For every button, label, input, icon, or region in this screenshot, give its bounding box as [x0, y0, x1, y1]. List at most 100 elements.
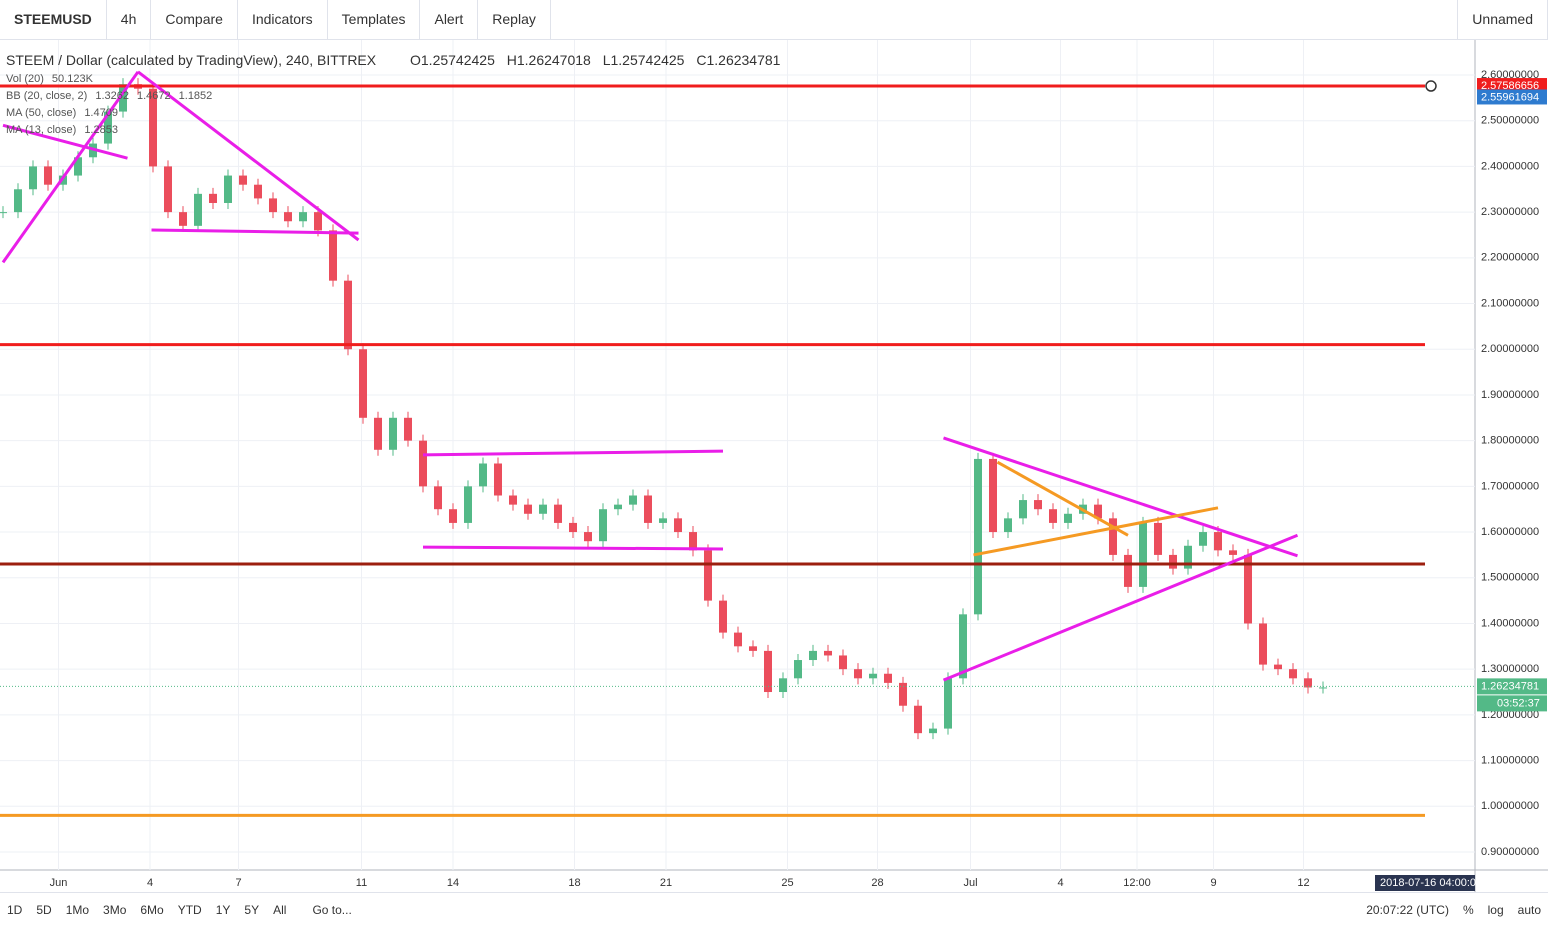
ohlc: C1.26234781 — [696, 52, 781, 68]
candle — [614, 504, 622, 510]
range[interactable]: 5D — [36, 903, 52, 917]
range[interactable]: 3Mo — [103, 903, 127, 917]
price-badge — [1477, 695, 1547, 712]
x-tick-label: 4 — [147, 877, 153, 889]
trend-line — [151, 228, 359, 235]
candle — [1274, 664, 1282, 670]
layout-name[interactable]: Unnamed — [1457, 0, 1548, 39]
candle — [659, 518, 667, 523]
range[interactable]: 1Mo — [65, 903, 90, 917]
study: Vol (20) 50.123K — [6, 73, 780, 85]
y-tick-label: 1.10000000 — [1481, 754, 1539, 766]
study: BB (20, close, 2) 1.3262 1.4672 1.1852 — [6, 90, 780, 102]
candle — [1064, 513, 1072, 523]
ohlc: O1.25742425 — [410, 52, 495, 68]
option[interactable]: % — [1462, 903, 1474, 917]
candle — [254, 184, 262, 199]
range[interactable]: 5Y — [244, 903, 260, 917]
tool[interactable]: Replay — [478, 0, 551, 39]
y-tick-label: 2.00000000 — [1481, 343, 1539, 355]
y-tick-label: 1.60000000 — [1481, 526, 1539, 538]
candle — [704, 550, 712, 601]
clock: 20:07:22 (UTC) — [1366, 903, 1449, 917]
level-label: 2.57586656 — [1481, 80, 1539, 92]
candle — [824, 650, 832, 656]
candle — [1094, 504, 1102, 519]
x-tick-label: 12:00 — [1123, 877, 1151, 889]
tool[interactable]: Alert — [420, 0, 479, 39]
x-tick-label: 12 — [1297, 877, 1309, 889]
study: MA (13, close) 1.2853 — [6, 124, 780, 136]
x-tick-label: 9 — [1210, 877, 1216, 889]
candle — [239, 175, 247, 185]
x-tick-label: Jun — [50, 877, 68, 889]
level-label: 2.55961694 — [1481, 91, 1539, 103]
study-value: 1.2853 — [84, 124, 118, 136]
candle — [569, 522, 577, 533]
y-tick-label: 1.50000000 — [1481, 572, 1539, 584]
candle — [524, 504, 532, 514]
candle — [1139, 522, 1147, 587]
option[interactable]: log — [1487, 903, 1504, 917]
range[interactable]: 1Y — [215, 903, 231, 917]
x-tick-label: Jul — [963, 877, 977, 889]
trend-line — [137, 70, 360, 242]
tool[interactable]: Templates — [328, 0, 421, 39]
candle — [1184, 545, 1192, 569]
study: MA (50, close) 1.4709 — [6, 107, 780, 119]
tool[interactable]: Indicators — [238, 0, 328, 39]
interval[interactable]: 4h — [107, 0, 152, 39]
study-name: BB (20, close, 2) — [6, 90, 88, 102]
candle — [299, 212, 307, 222]
y-tick-label: 1.70000000 — [1481, 480, 1539, 492]
range[interactable]: All — [273, 903, 287, 917]
crosshair-date: 2018-07-16 04:00:00 — [1380, 877, 1482, 889]
option[interactable]: auto — [1517, 903, 1541, 917]
candle — [194, 193, 202, 226]
handle — [1425, 80, 1437, 92]
range[interactable]: 1D — [7, 903, 23, 917]
study-name: MA (13, close) — [6, 124, 77, 136]
y-tick-label: 2.10000000 — [1481, 297, 1539, 309]
candle — [1289, 669, 1297, 679]
date-badge — [1375, 875, 1475, 891]
y-tick-label: 1.30000000 — [1481, 663, 1539, 675]
candle — [149, 88, 157, 167]
candle — [449, 509, 457, 523]
candle — [1124, 554, 1132, 587]
range[interactable]: YTD — [177, 903, 202, 917]
candle — [629, 495, 637, 505]
ohlc: L1.25742425 — [602, 52, 685, 68]
toolbar: STEEMUSD 4h Compare Indicators Templates… — [0, 0, 1548, 40]
candle — [839, 655, 847, 670]
candle — [1244, 554, 1252, 624]
x-tick-label: 14 — [447, 877, 459, 889]
range[interactable]: 6Mo — [140, 903, 164, 917]
candle — [329, 230, 337, 281]
symbol[interactable]: STEEMUSD — [0, 0, 107, 39]
candle — [14, 189, 22, 213]
candle — [974, 458, 982, 615]
candle — [1229, 550, 1237, 555]
tool[interactable]: Compare — [151, 0, 238, 39]
goto[interactable]: Go to... — [312, 903, 352, 917]
y-tick-label: 2.60000000 — [1481, 69, 1539, 81]
candle — [374, 417, 382, 450]
candle — [674, 518, 682, 533]
trend-line — [943, 436, 1298, 558]
candle — [509, 495, 517, 505]
candle — [644, 495, 652, 523]
price-badge — [1477, 678, 1547, 695]
candle — [284, 212, 292, 222]
y-tick-label: 2.40000000 — [1481, 160, 1539, 172]
candle — [989, 458, 997, 533]
candle — [0, 212, 7, 214]
candle — [1049, 509, 1057, 523]
candle — [554, 504, 562, 523]
study-name: MA (50, close) — [6, 107, 77, 119]
candle — [1214, 532, 1222, 551]
candle — [884, 673, 892, 683]
candle — [779, 678, 787, 693]
candle — [794, 660, 802, 679]
study-value: 1.1852 — [178, 90, 213, 102]
